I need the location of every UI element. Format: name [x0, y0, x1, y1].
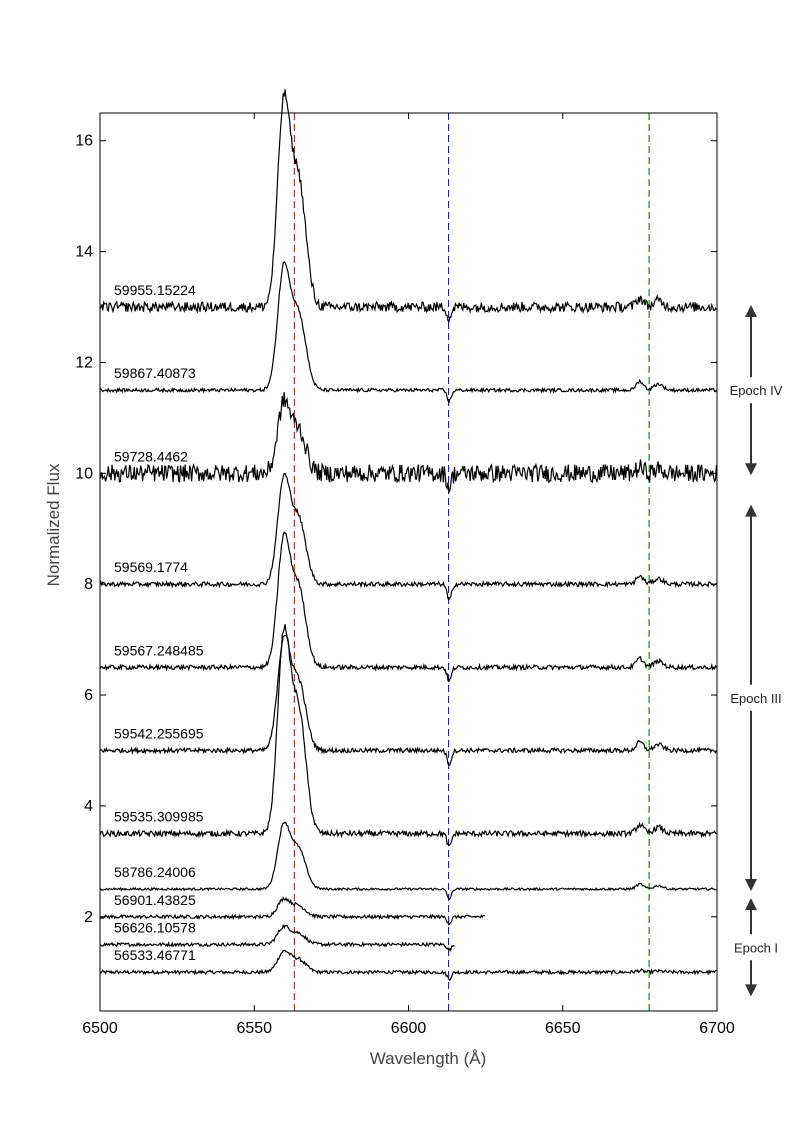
x-axis: 6500 6550 6600 6650 6700: [82, 113, 735, 1037]
x-axis-title: Wavelength (Å): [370, 1049, 487, 1068]
epoch-arrowhead-down: [745, 984, 757, 997]
y-tick-label: 8: [84, 576, 93, 593]
y-tick-label: 10: [75, 465, 93, 482]
spectrum-label: 59542.255695: [114, 725, 204, 741]
y-tick-label: 16: [75, 133, 93, 150]
x-tick-label: 6700: [699, 1020, 735, 1037]
spectra-lines: [99, 89, 717, 982]
spectrum-line: [99, 472, 717, 601]
epoch-arrowhead-up: [745, 504, 757, 517]
spectrum-label: 59728.4462: [114, 448, 188, 464]
spectrum-line: [99, 924, 455, 952]
spectrum-label: 59955.15224: [114, 282, 196, 298]
epoch-label: Epoch IV: [730, 383, 783, 398]
epoch-annotations: Epoch IV Epoch III Epoch I: [730, 305, 783, 997]
spectrum-line: [99, 89, 717, 323]
spectrum-label: 59567.248485: [114, 642, 204, 658]
spectrum-label: 59535.309985: [114, 809, 204, 825]
spectrum-label: 56626.10578: [114, 919, 196, 935]
epoch-arrowhead-up: [745, 898, 757, 911]
spectrum-label: 56901.43825: [114, 892, 196, 908]
spectrum-line: [99, 260, 717, 405]
x-tick-label: 6500: [82, 1020, 118, 1037]
y-axis: 2 4 6 8 10 12 14 16: [75, 133, 717, 926]
spectrum-line: [99, 821, 717, 901]
spectrum-line: [99, 634, 717, 766]
spectrum-line: [99, 392, 717, 494]
spectrum-line: [99, 896, 485, 926]
y-tick-label: 6: [84, 687, 93, 704]
epoch-label: Epoch I: [734, 940, 778, 955]
spectrum-label: 59867.40873: [114, 365, 196, 381]
spectrum-label: 56533.46771: [114, 947, 196, 963]
spectrum-label: 59569.1774: [114, 559, 188, 575]
epoch-arrowhead-down: [745, 879, 757, 892]
spectrum-line: [99, 531, 717, 683]
x-tick-label: 6550: [236, 1020, 272, 1037]
epoch-arrowhead-up: [745, 305, 757, 318]
spectrum-label: 58786.24006: [114, 864, 196, 880]
epoch-label: Epoch III: [730, 691, 781, 706]
spectrum-line: [99, 949, 717, 982]
y-tick-label: 2: [84, 909, 93, 926]
y-tick-label: 14: [75, 244, 93, 261]
x-tick-label: 6650: [545, 1020, 581, 1037]
epoch-arrowhead-down: [745, 463, 757, 476]
y-axis-title: Normalized Flux: [44, 463, 63, 586]
reference-lines: [293, 113, 650, 1011]
x-tick-label: 6600: [391, 1020, 427, 1037]
y-tick-label: 4: [84, 798, 93, 815]
spectrum-line: [99, 624, 717, 847]
y-tick-label: 12: [75, 354, 93, 371]
spectrum-labels: 56533.46771 56626.10578 56901.43825 58786.2…: [114, 282, 204, 963]
